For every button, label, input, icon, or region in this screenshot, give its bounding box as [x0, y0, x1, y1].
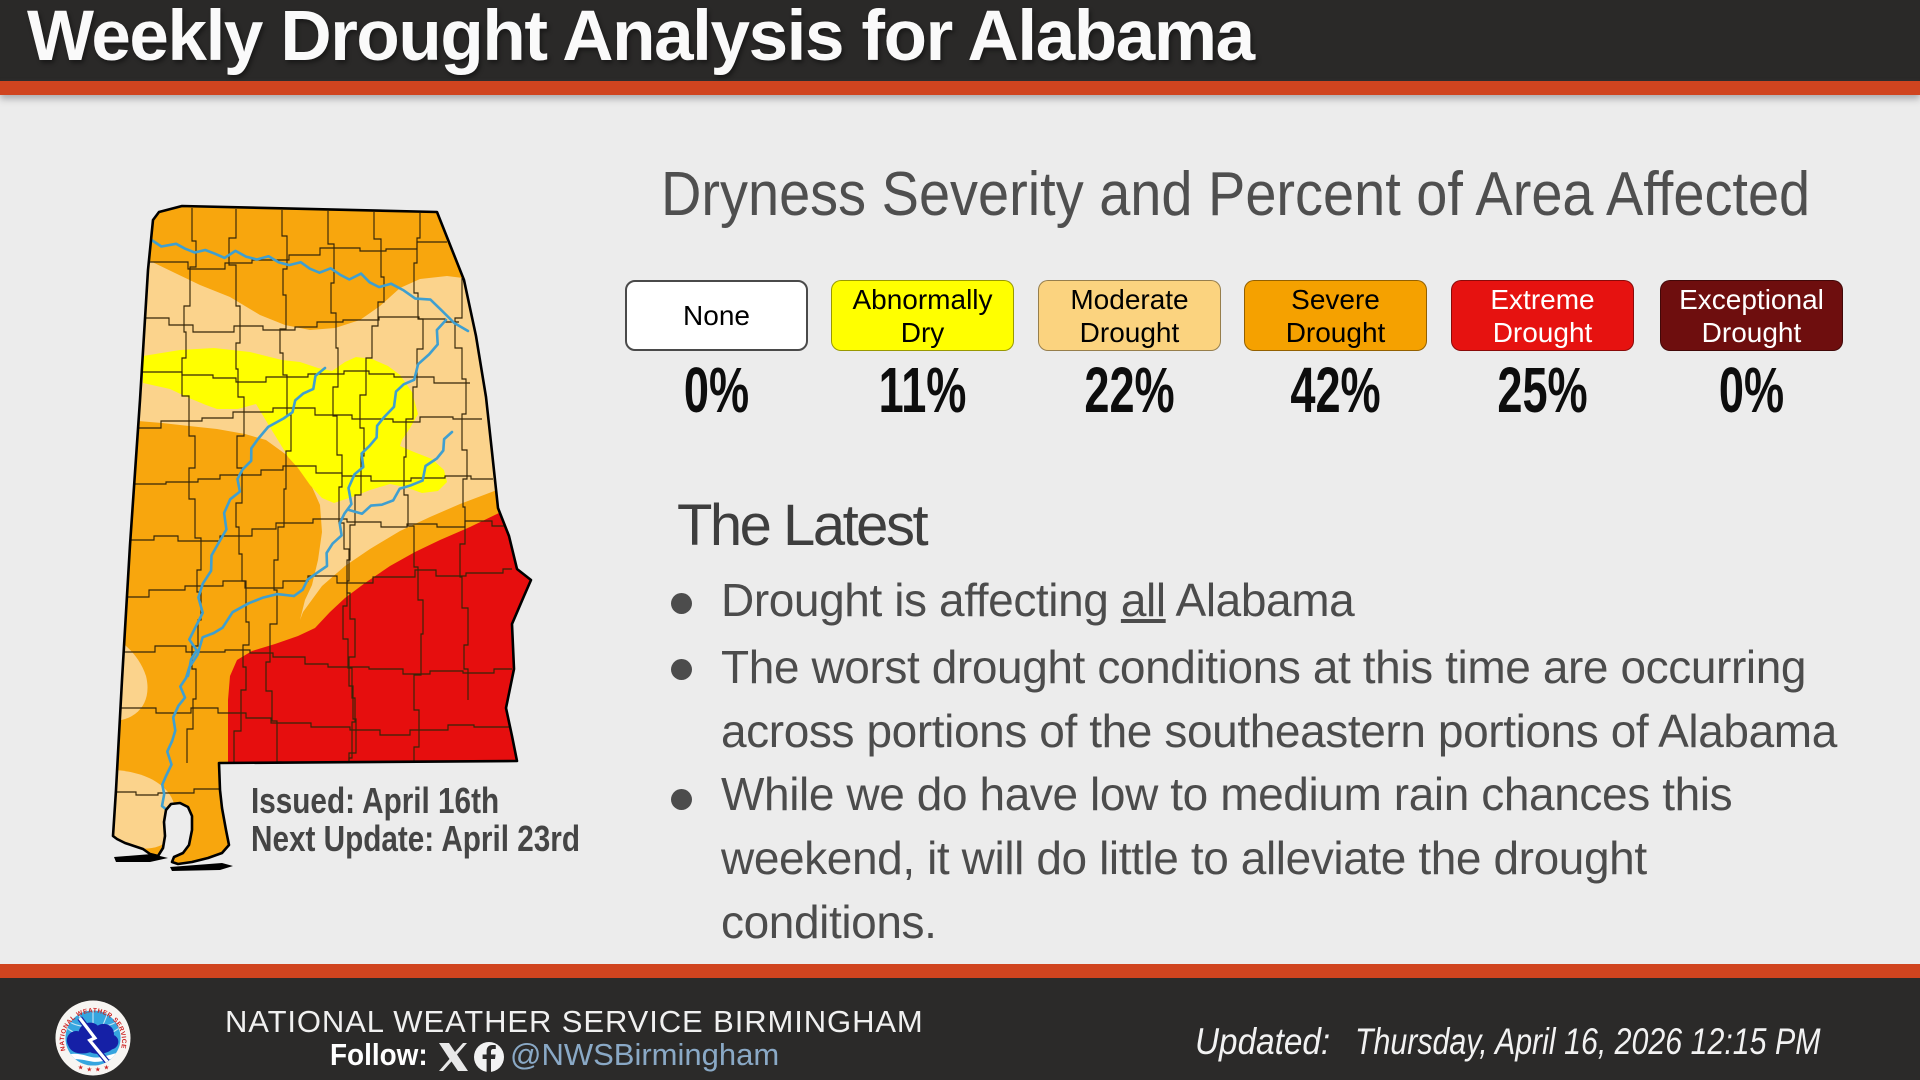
- svg-text:★: ★: [86, 1065, 92, 1073]
- svg-text:★: ★: [95, 1065, 101, 1073]
- svg-text:★: ★: [103, 1063, 109, 1071]
- svg-text:★: ★: [78, 1063, 84, 1071]
